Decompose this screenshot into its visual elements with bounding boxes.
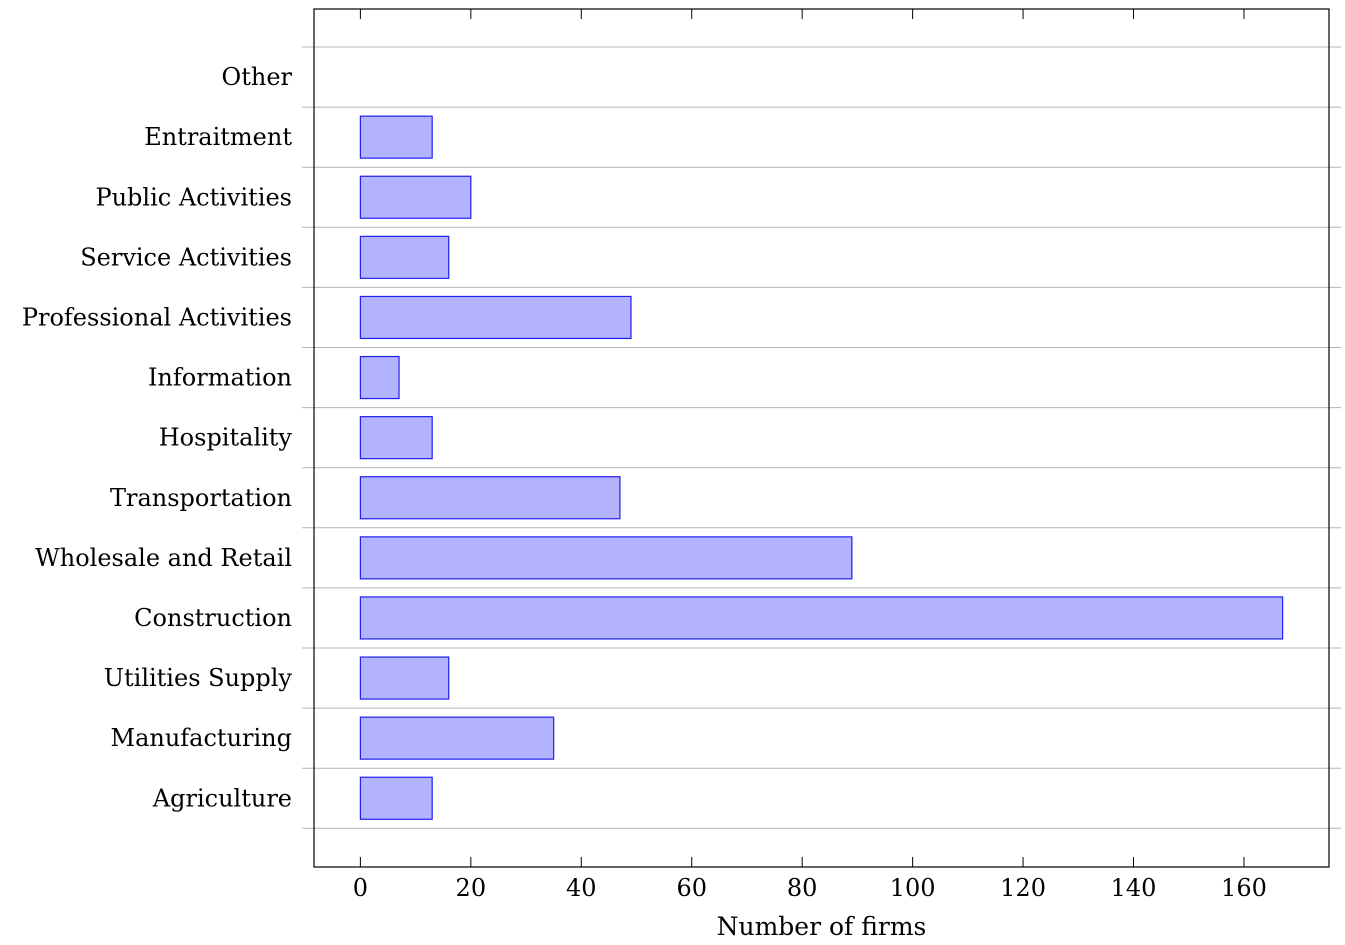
- plot-frame: [313, 8, 1330, 868]
- axis-ticks: [359, 9, 1245, 867]
- x-tick-label: 140: [1111, 874, 1157, 902]
- category-label: Construction: [134, 604, 292, 632]
- bar: [359, 716, 555, 760]
- x-tick-label: 0: [353, 874, 368, 902]
- x-axis-title: Number of firms: [717, 912, 927, 941]
- bar: [359, 355, 400, 400]
- bar: [359, 656, 450, 700]
- bar: [359, 115, 433, 159]
- bar: [359, 235, 450, 279]
- category-label: Entraitment: [144, 123, 292, 151]
- category-label: Transportation: [110, 484, 292, 512]
- x-tick-labels: 0 20 40 60 80 100 120 140 160: [353, 874, 1267, 902]
- category-labels: Agriculture Manufacturing Utilities Supply…: [22, 63, 293, 812]
- x-tick-label: 40: [566, 874, 597, 902]
- category-label: Professional Activities: [22, 303, 292, 331]
- bar: [359, 175, 472, 219]
- bar: [359, 536, 853, 580]
- category-label: Hospitality: [159, 424, 293, 452]
- x-tick-label: 80: [787, 874, 818, 902]
- category-label: Other: [222, 63, 293, 91]
- x-tick-label: 100: [890, 874, 936, 902]
- x-tick-label: 20: [456, 874, 487, 902]
- bar: [359, 596, 1284, 640]
- bar: [359, 416, 433, 460]
- x-tick-label: 160: [1221, 874, 1267, 902]
- bar: [359, 776, 433, 820]
- bar: [359, 476, 621, 520]
- grid-lines: [302, 46, 1341, 829]
- category-label: Information: [148, 364, 292, 392]
- x-tick-label: 120: [1000, 874, 1046, 902]
- category-label: Wholesale and Retail: [35, 544, 292, 572]
- category-label: Manufacturing: [111, 724, 293, 752]
- bars: [359, 115, 1284, 820]
- x-tick-label: 60: [676, 874, 707, 902]
- bar: [359, 295, 632, 340]
- category-label: Public Activities: [95, 183, 292, 211]
- category-label: Service Activities: [80, 243, 292, 271]
- category-label: Utilities Supply: [104, 664, 293, 692]
- category-label: Agriculture: [152, 784, 292, 812]
